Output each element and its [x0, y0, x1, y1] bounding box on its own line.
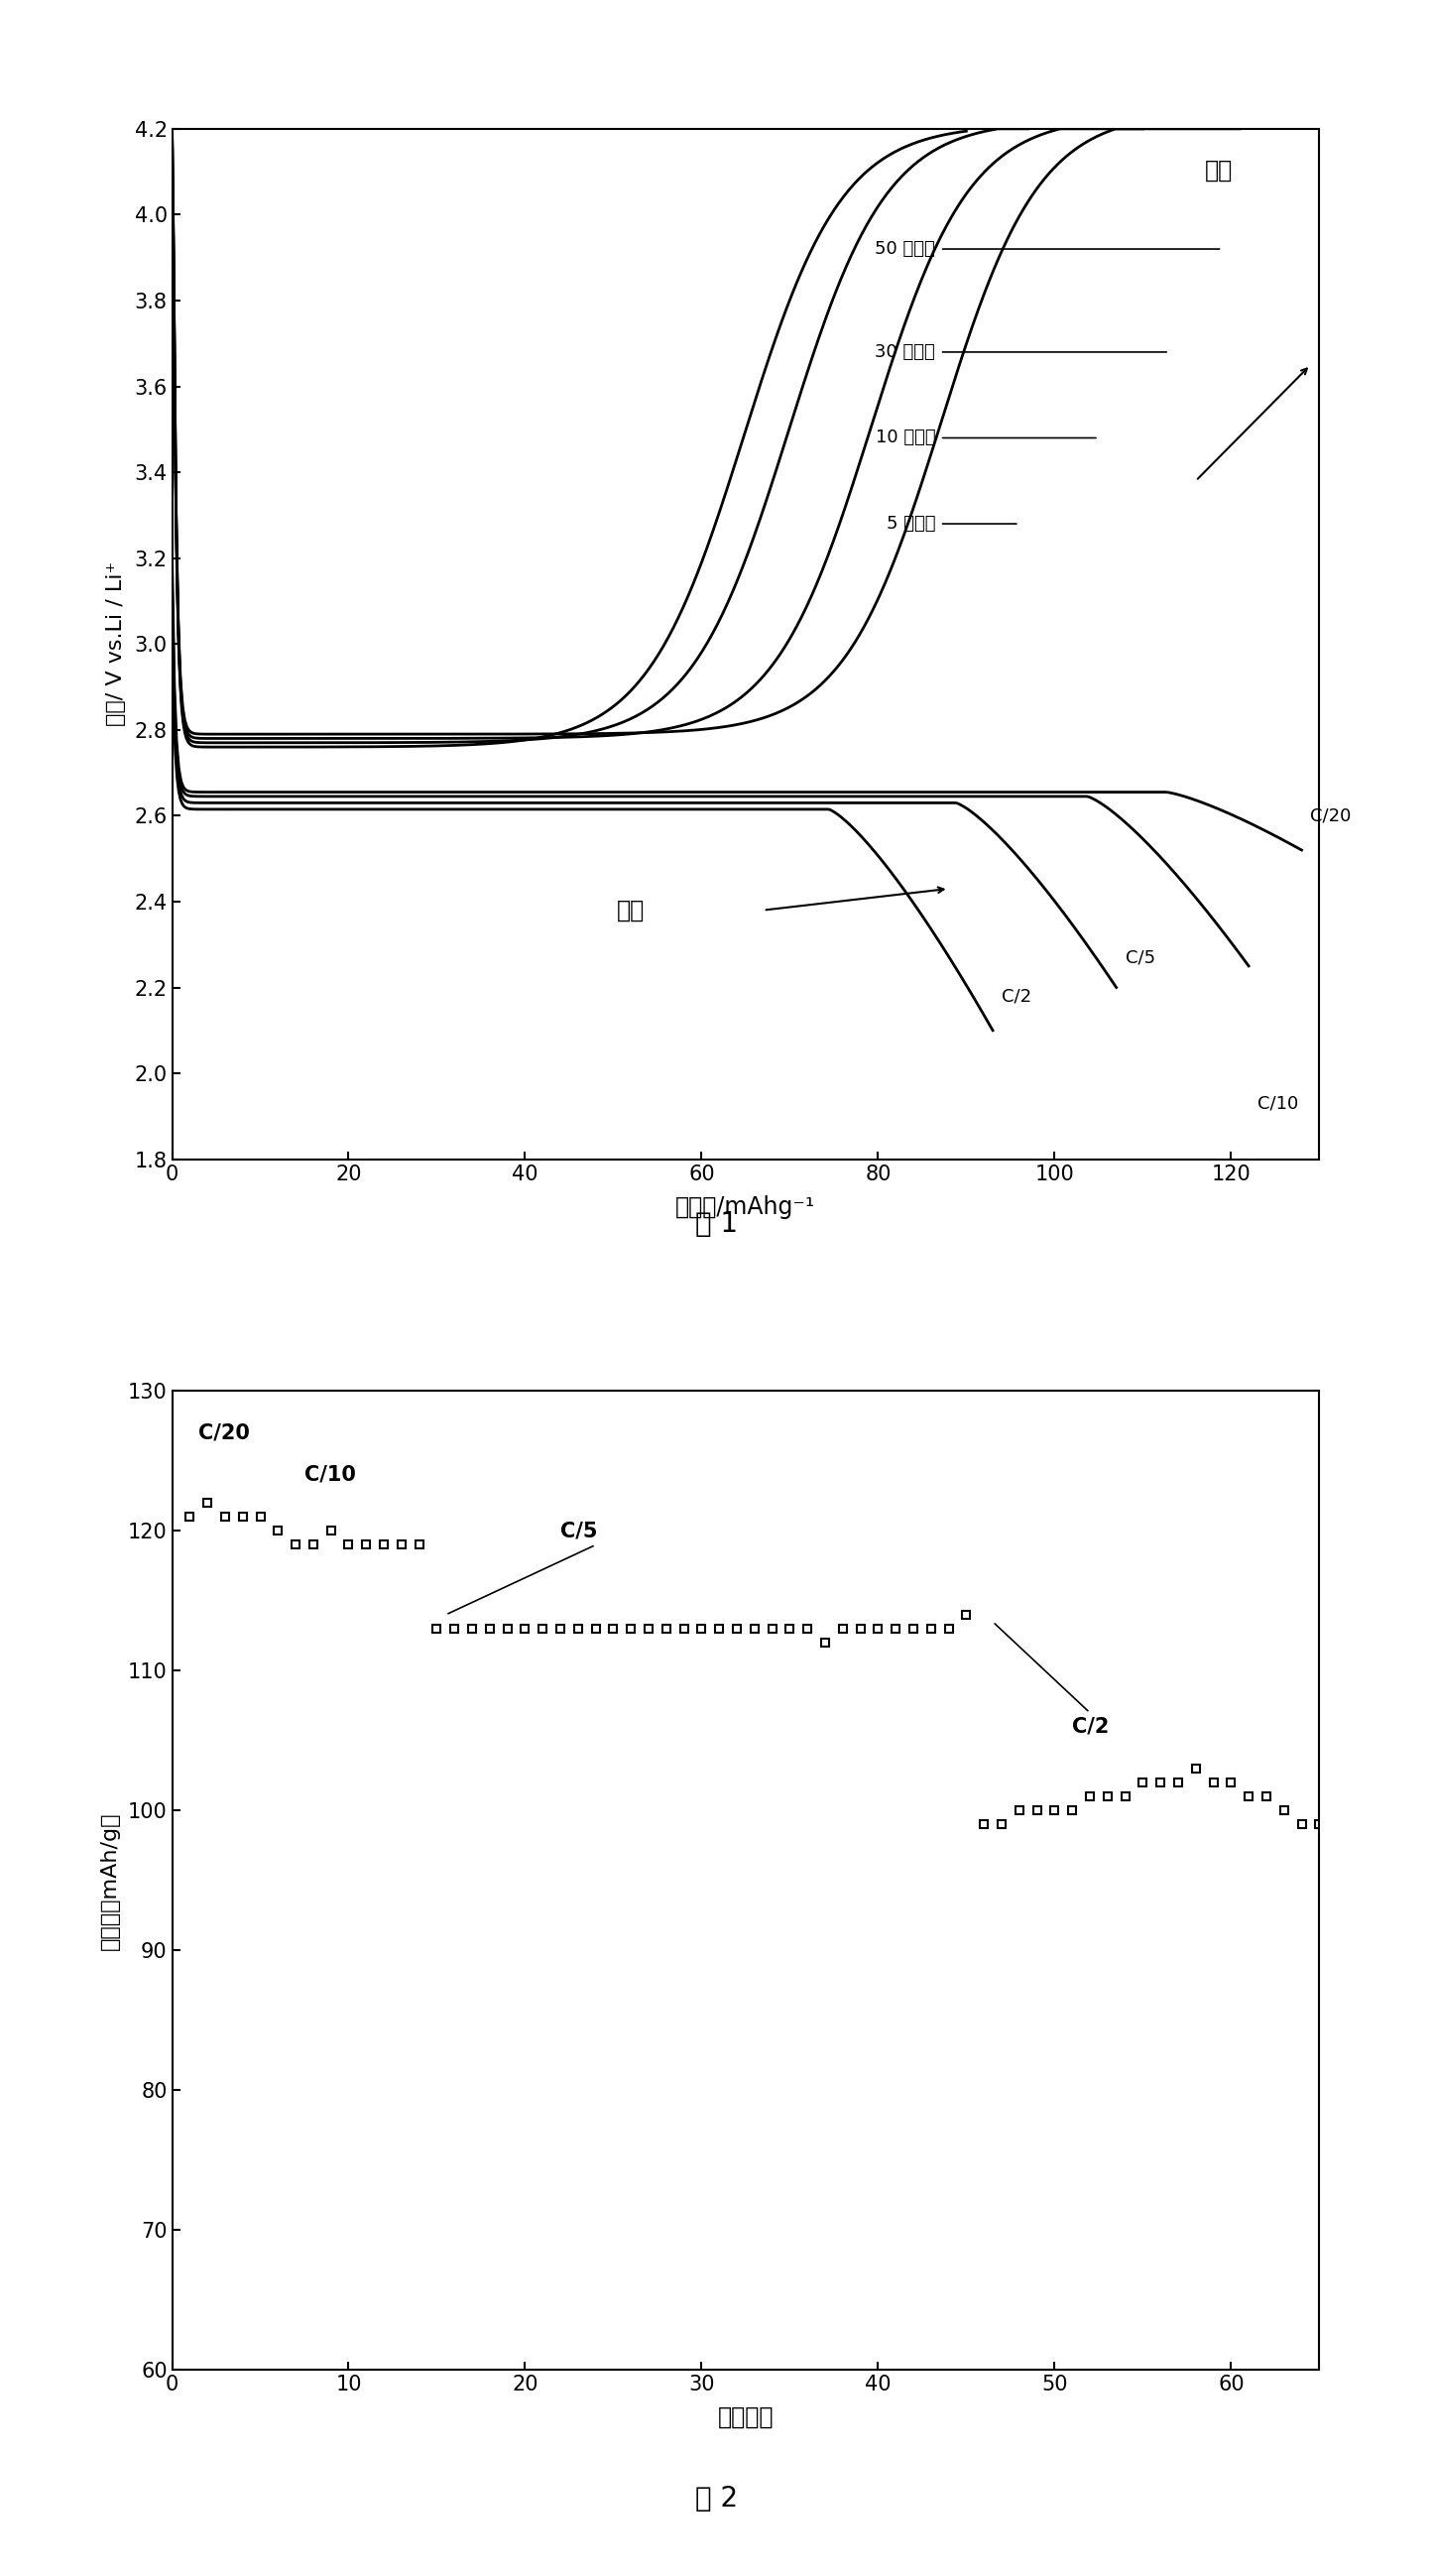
X-axis label: 比容量/mAhg⁻¹: 比容量/mAhg⁻¹ [675, 1195, 816, 1218]
Text: C/10: C/10 [1258, 1095, 1298, 1113]
Text: 图 1: 图 1 [695, 1211, 739, 1236]
Text: C/10: C/10 [304, 1466, 356, 1484]
Text: C/20: C/20 [1311, 806, 1351, 824]
Text: C/20: C/20 [198, 1422, 250, 1443]
Text: C/2: C/2 [1073, 1716, 1110, 1736]
Text: C/5: C/5 [561, 1520, 598, 1540]
Text: C/2: C/2 [1001, 987, 1031, 1005]
Text: 30 次循环: 30 次循环 [875, 343, 935, 361]
Y-axis label: 比容量（mAh/g）: 比容量（mAh/g） [100, 1811, 119, 1950]
Y-axis label: 电位/ V vs.Li / Li⁺: 电位/ V vs.Li / Li⁺ [106, 562, 126, 726]
Text: 图 2: 图 2 [695, 2486, 739, 2512]
Text: C/5: C/5 [1126, 948, 1154, 966]
Text: 5 次循环: 5 次循环 [886, 515, 935, 533]
X-axis label: 循环次数: 循环次数 [717, 2406, 774, 2429]
Text: 充电: 充电 [1205, 160, 1233, 183]
Text: 10 次循环: 10 次循环 [875, 430, 935, 446]
Text: 50 次循环: 50 次循环 [875, 240, 935, 258]
Text: 放电: 放电 [617, 899, 645, 922]
